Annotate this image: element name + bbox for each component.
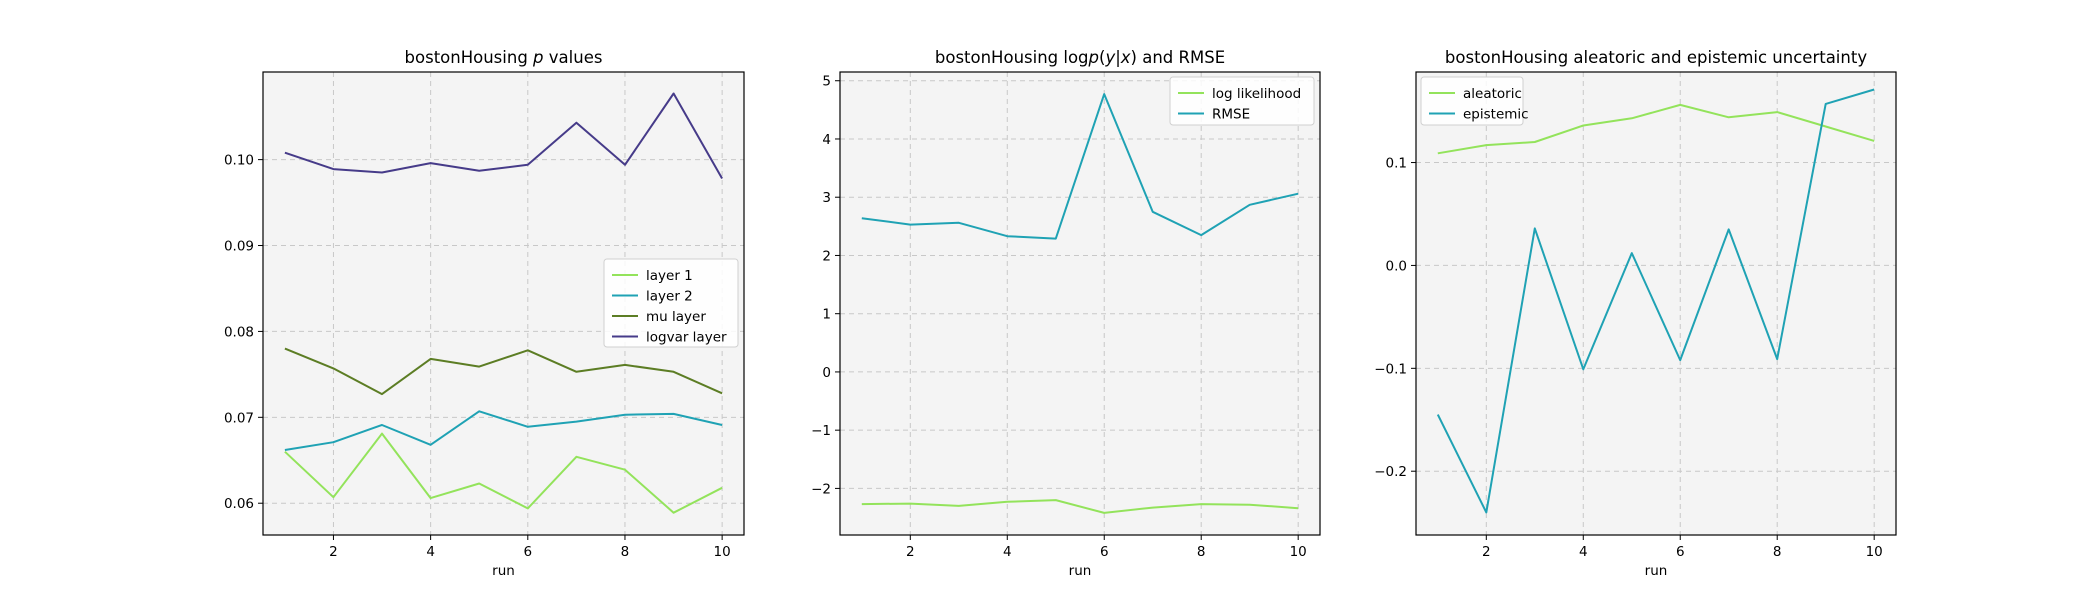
legend-label: layer 1 xyxy=(646,268,693,284)
plot-area xyxy=(840,72,1320,535)
y-tick-label: −1 xyxy=(811,423,831,439)
chart-title: bostonHousing aleatoric and epistemic un… xyxy=(1445,48,1867,67)
y-tick-label: 2 xyxy=(822,248,831,264)
plot-area xyxy=(1416,72,1896,535)
legend-box xyxy=(603,258,739,348)
y-tick-label: 4 xyxy=(822,132,831,148)
y-tick-label: 0.08 xyxy=(224,324,254,340)
y-tick-label: 0.06 xyxy=(224,496,254,512)
legend-box xyxy=(1169,76,1315,126)
axes-frame xyxy=(1415,71,1897,536)
series-line-layer-2 xyxy=(284,410,723,451)
x-tick-label: 8 xyxy=(1773,544,1782,560)
legend-label: logvar layer xyxy=(646,330,727,346)
x-tick-label: 2 xyxy=(906,544,915,560)
y-tick-label: 0.09 xyxy=(224,239,254,255)
series-line-epistemic xyxy=(1436,88,1875,514)
series-line-rmse xyxy=(861,93,1299,240)
x-axis-label: run xyxy=(492,563,515,579)
x-tick-label: 10 xyxy=(714,544,731,560)
x-tick-label: 4 xyxy=(426,544,435,560)
y-tick-label: −2 xyxy=(811,481,831,497)
legend-label: epistemic xyxy=(1463,107,1529,123)
y-tick-label: 1 xyxy=(822,307,831,323)
x-tick-label: 10 xyxy=(1866,544,1883,560)
series-line-logvar-layer xyxy=(284,92,723,179)
y-tick-label: 0.0 xyxy=(1386,258,1407,274)
series-line-layer-1 xyxy=(284,432,723,514)
x-tick-label: 4 xyxy=(1579,544,1588,560)
y-tick-label: 0.07 xyxy=(224,410,254,426)
y-tick-label: 5 xyxy=(822,74,831,90)
x-tick-label: 4 xyxy=(1003,544,1012,560)
y-tick-label: 0.1 xyxy=(1386,156,1407,172)
axes-frame xyxy=(839,71,1321,536)
legend-label: layer 2 xyxy=(646,289,693,305)
series-line-mu-layer xyxy=(284,347,723,396)
y-tick-label: −0.1 xyxy=(1374,361,1407,377)
x-tick-label: 2 xyxy=(1482,544,1491,560)
legend: aleatoric epistemic xyxy=(1420,76,1529,126)
axes-frame xyxy=(262,71,745,536)
legend-label: RMSE xyxy=(1212,107,1250,123)
legend-label: mu layer xyxy=(646,309,706,325)
legend: layer 1 layer 2 mu layer logvar layer xyxy=(603,258,739,348)
y-tick-label: 0 xyxy=(822,365,831,381)
legend: log likelihood RMSE xyxy=(1169,76,1315,126)
x-axis-label: run xyxy=(1069,563,1092,579)
x-axis-label: run xyxy=(1645,563,1668,579)
series-line-log-likelihood xyxy=(861,499,1299,514)
x-tick-label: 6 xyxy=(523,544,532,560)
x-tick-label: 8 xyxy=(621,544,630,560)
x-tick-label: 6 xyxy=(1676,544,1685,560)
chart-title: bostonHousing p values xyxy=(405,48,603,67)
chart-panel-2: 2 4 6 8 10 −2 −1 0 1 2 3 4 5 run bostonHousing logp(y|… xyxy=(811,48,1321,579)
legend-label: aleatoric xyxy=(1463,86,1522,102)
y-tick-label: −0.2 xyxy=(1374,464,1407,480)
x-tick-label: 10 xyxy=(1290,544,1307,560)
chart-panel-1: 2 4 6 8 10 0.06 0.07 0.08 0.09 0.10 run bostonHousi… xyxy=(224,48,745,579)
x-tick-label: 8 xyxy=(1197,544,1206,560)
chart-title: bostonHousing logp(y|x) and RMSE xyxy=(935,48,1225,67)
y-tick-label: 0.10 xyxy=(224,153,254,169)
y-tick-label: 3 xyxy=(822,190,831,206)
chart-panel-3: 2 4 6 8 10 −0.2 −0.1 0.0 0.1 run bostonHousing ale… xyxy=(1374,48,1897,579)
x-tick-label: 2 xyxy=(329,544,338,560)
x-tick-label: 6 xyxy=(1100,544,1109,560)
series-line-aleatoric xyxy=(1437,103,1875,155)
legend-label: log likelihood xyxy=(1212,86,1301,102)
